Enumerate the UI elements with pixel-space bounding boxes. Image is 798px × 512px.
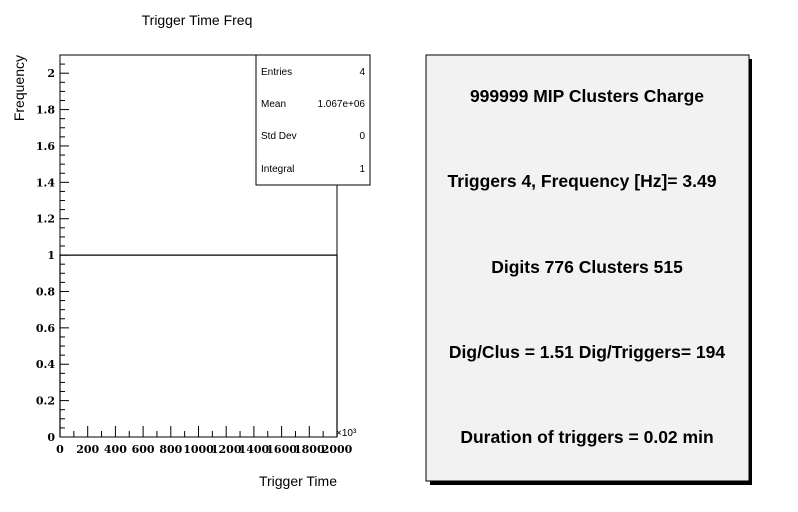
x-tick-label: 1000 [183,443,214,456]
y-tick-label: 2 [47,67,55,80]
x-tick-label: 2000 [322,443,353,456]
info-line-5: Duration of triggers = 0.02 min [460,427,713,447]
stats-integral-label: Integral [261,164,294,175]
stats-entries-value: 4 [359,67,365,78]
stats-mean-label: Mean [261,99,286,110]
stats-integral-value: 1 [359,164,365,175]
y-tick-label: 0.2 [36,395,55,408]
y-tick-label: 0.4 [36,358,55,371]
stats-box: Entries 4 Mean 1.067e+06 Std Dev 0 Integ… [255,54,371,186]
x-axis-title: Trigger Time [259,473,337,489]
x-tick-label: 1800 [294,443,325,456]
histogram-bins [59,254,338,437]
y-tick-label: 1.6 [36,140,55,153]
y-axis: 0 0.2 0.4 0.6 0.8 1 1.2 1.4 1.6 1.8 2 [36,54,69,444]
info-line-1: 999999 MIP Clusters Charge [470,86,704,106]
stats-mean-value: 1.067e+06 [317,99,365,110]
stats-stddev-label: Std Dev [261,131,297,142]
y-tick-label: 0.6 [36,322,55,335]
stats-stddev-value: 0 [359,131,365,142]
x-tick-label: 1200 [211,443,242,456]
stats-entries-label: Entries [261,67,292,78]
x-tick-label: 1400 [239,443,270,456]
x-tick-label: 200 [76,443,99,456]
info-line-4: Dig/Clus = 1.51 Dig/Triggers= 194 [449,342,725,362]
x-tick-label: 600 [132,443,155,456]
x-tick-label: 1600 [266,443,297,456]
info-panel: 999999 MIP Clusters Charge Triggers 4, F… [425,54,752,485]
y-tick-label: 1 [47,249,55,262]
x-axis-exponent: ×10³ [336,428,357,439]
y-tick-label: 0.8 [36,285,55,298]
x-tick-label: 400 [104,443,127,456]
y-tick-label: 0 [47,431,55,444]
y-tick-label: 1.2 [36,213,55,226]
y-tick-label: 1.4 [36,176,55,189]
histogram-bin [59,254,338,437]
y-axis-title: Frequency [11,55,27,121]
info-line-2: Triggers 4, Frequency [Hz]= 3.49 [448,171,717,191]
y-tick-label: 1.8 [36,104,55,117]
info-line-3: Digits 776 Clusters 515 [491,257,683,277]
x-tick-label: 0 [56,443,64,456]
x-tick-label: 800 [159,443,182,456]
chart-title: Trigger Time Freq [142,12,253,28]
